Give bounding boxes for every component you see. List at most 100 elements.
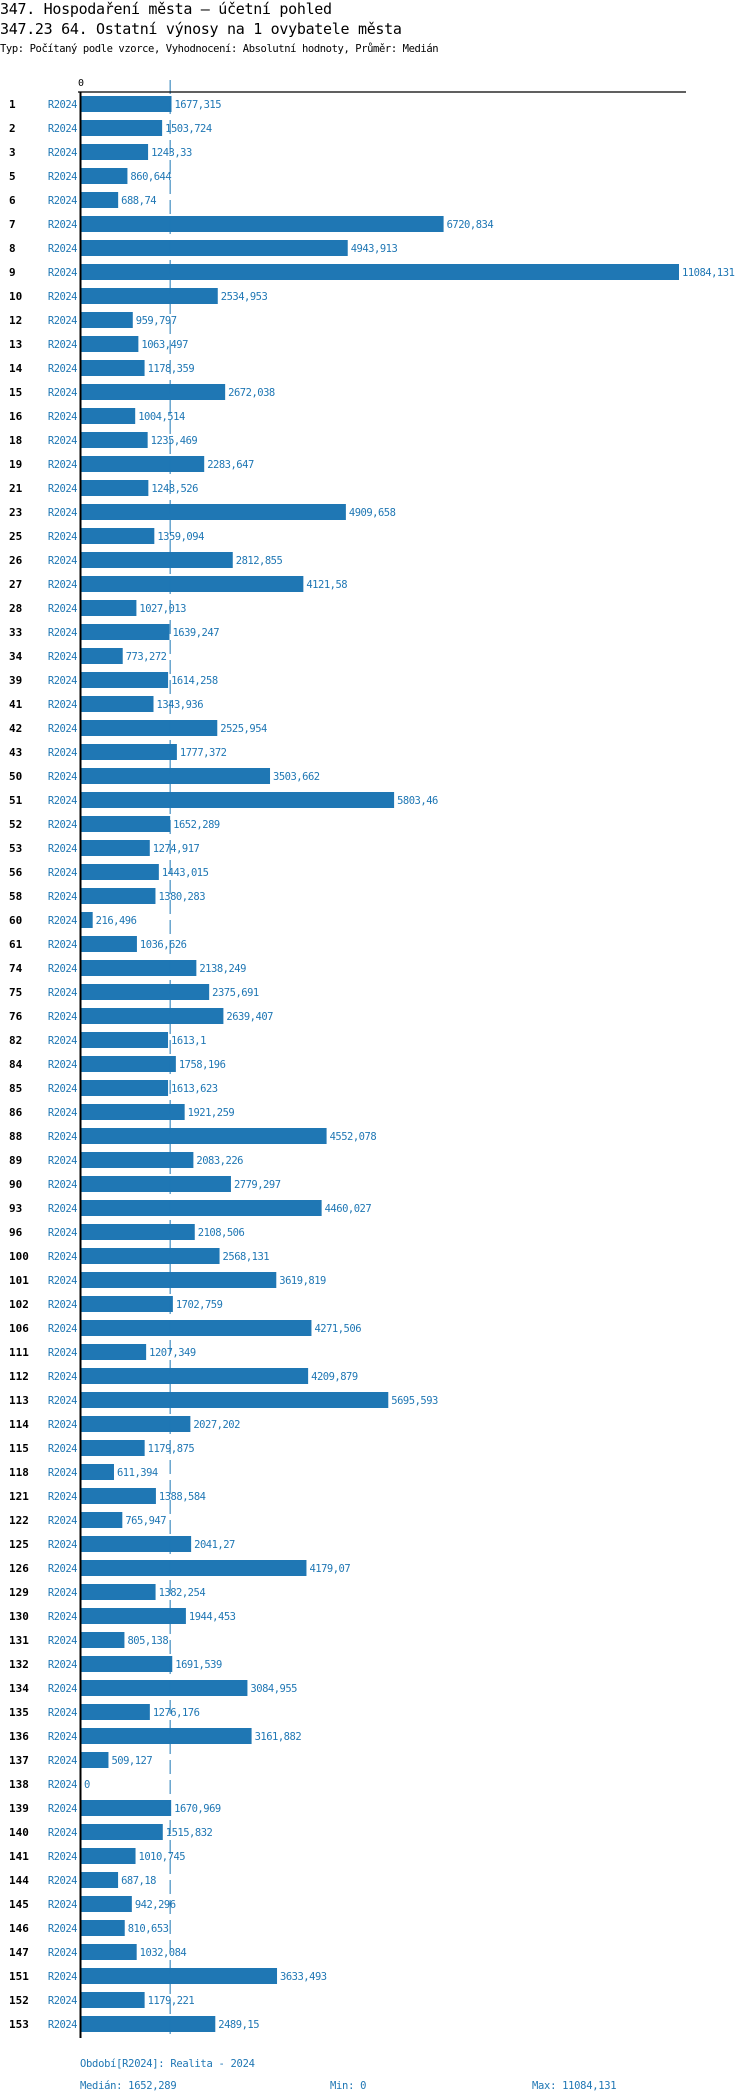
value-label: 1382,254	[159, 1587, 206, 1599]
value-label: 1503,724	[165, 123, 212, 135]
category-label: 1	[9, 98, 16, 111]
bar	[81, 360, 145, 376]
bar	[81, 1128, 327, 1144]
bar-row: 134 R2024 3084,955	[9, 1682, 298, 1695]
series-label: R2024	[48, 1203, 77, 1215]
value-label: 2779,297	[234, 1179, 281, 1191]
series-label: R2024	[48, 915, 77, 927]
bar-row: 84 R2024 1758,196	[9, 1058, 226, 1071]
bar-row: 113 R2024 5695,593	[9, 1394, 439, 1407]
bar-row: 118 R2024 611,394	[9, 1466, 158, 1479]
series-label: R2024	[48, 243, 77, 255]
value-label: 959,797	[136, 315, 177, 327]
bar	[81, 1968, 278, 1984]
bar-row: 121 R2024 1388,584	[9, 1490, 206, 1503]
bar-row: 141 R2024 1010,745	[9, 1850, 186, 1863]
bar	[81, 1512, 123, 1528]
series-label: R2024	[48, 579, 77, 591]
bar	[81, 1584, 156, 1600]
bar-row: 131 R2024 805,138	[9, 1634, 169, 1647]
series-label: R2024	[48, 1875, 77, 1887]
bar-row: 60 R2024 216,496	[9, 914, 137, 927]
bar-row: 61 R2024 1036,626	[9, 938, 187, 951]
bar	[81, 1728, 252, 1744]
series-label: R2024	[48, 1539, 77, 1551]
bar-row: 151 R2024 3633,493	[9, 1970, 327, 1983]
series-label: R2024	[48, 267, 77, 279]
value-label: 2568,131	[223, 1251, 270, 1263]
bar-row: 132 R2024 1691,539	[9, 1658, 223, 1671]
series-label: R2024	[48, 1827, 77, 1839]
value-label: 1777,372	[180, 747, 227, 759]
category-label: 106	[9, 1322, 29, 1335]
bar	[81, 648, 123, 664]
value-label: 3503,662	[273, 771, 320, 783]
series-label: R2024	[48, 315, 77, 327]
value-label: 1388,584	[159, 1491, 206, 1503]
category-label: 75	[9, 986, 22, 999]
series-label: R2024	[48, 459, 77, 471]
series-label: R2024	[48, 675, 77, 687]
page-title: 347. Hospodaření města – účetní pohled	[0, 0, 332, 18]
bar-row: 42 R2024 2525,954	[9, 722, 268, 735]
category-label: 26	[9, 554, 23, 567]
series-label: R2024	[48, 867, 77, 879]
value-label: 611,394	[117, 1467, 158, 1479]
series-label: R2024	[48, 1611, 77, 1623]
bar-row: 10 R2024 2534,953	[9, 290, 268, 303]
value-label: 1179,221	[148, 1995, 195, 2007]
bar-row: 39 R2024 1614,258	[9, 674, 218, 687]
value-label: 1032,084	[140, 1947, 187, 1959]
bar-row: 114 R2024 2027,202	[9, 1418, 241, 1431]
bars-layer	[81, 96, 679, 2032]
bar	[81, 600, 137, 616]
bar	[81, 1656, 173, 1672]
bar-row: 74 R2024 2138,249	[9, 962, 247, 975]
value-label: 805,138	[127, 1635, 168, 1647]
series-label: R2024	[48, 1563, 77, 1575]
category-label: 3	[9, 146, 16, 159]
value-label: 1276,176	[153, 1707, 200, 1719]
bar-row: 43 R2024 1777,372	[9, 746, 227, 759]
bar	[81, 432, 148, 448]
bar-row: 21 R2024 1248,526	[9, 482, 199, 495]
bar-row: 2 R2024 1503,724	[9, 122, 212, 135]
footer-max: Max: 11084,131	[532, 2080, 617, 2092]
bar	[81, 552, 233, 568]
bar-row: 137 R2024 509,127	[9, 1754, 153, 1767]
value-label: 2138,249	[199, 963, 246, 975]
bar	[81, 888, 156, 904]
value-label: 1274,917	[153, 843, 200, 855]
category-label: 60	[9, 914, 22, 927]
bar-row: 93 R2024 4460,027	[9, 1202, 372, 1215]
category-label: 115	[9, 1442, 29, 1455]
category-label: 10	[9, 290, 22, 303]
value-label: 1515,832	[166, 1827, 213, 1839]
category-label: 101	[9, 1274, 29, 1287]
bar	[81, 1632, 125, 1648]
value-label: 1944,453	[189, 1611, 236, 1623]
value-label: 4209,879	[311, 1371, 358, 1383]
category-label: 113	[9, 1394, 29, 1407]
bar-row: 90 R2024 2779,297	[9, 1178, 281, 1191]
series-label: R2024	[48, 819, 77, 831]
series-label: R2024	[48, 1635, 77, 1647]
category-label: 14	[9, 362, 23, 375]
bar	[81, 576, 304, 592]
value-label: 860,644	[130, 171, 171, 183]
bar-row: 53 R2024 1274,917	[9, 842, 200, 855]
value-label: 942,296	[135, 1899, 176, 1911]
bar-row: 88 R2024 4552,078	[9, 1130, 377, 1143]
value-label: 1677,315	[174, 99, 221, 111]
category-label: 21	[9, 482, 23, 495]
category-label: 140	[9, 1826, 29, 1839]
category-label: 58	[9, 890, 22, 903]
series-label: R2024	[48, 1923, 77, 1935]
value-label: 2027,202	[193, 1419, 240, 1431]
bar	[81, 1392, 389, 1408]
bar-row: 153 R2024 2489,15	[9, 2018, 260, 2031]
value-label: 773,272	[126, 651, 167, 663]
category-label: 28	[9, 602, 22, 615]
category-label: 56	[9, 866, 23, 879]
category-label: 6	[9, 194, 16, 207]
